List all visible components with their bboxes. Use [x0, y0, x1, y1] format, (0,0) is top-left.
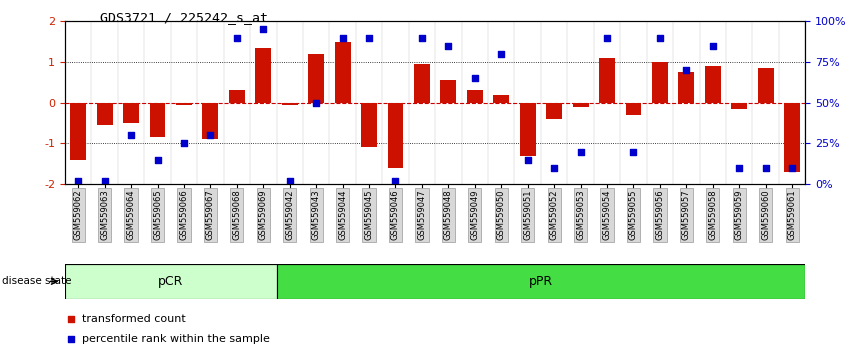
Point [229, 35, 243, 40]
Bar [150, 103, 165, 137]
Bar [414, 64, 430, 103]
Point [177, 141, 191, 146]
Bar [276, 264, 805, 299]
Bar [281, 103, 298, 105]
Bar [176, 103, 192, 105]
Point [653, 35, 667, 40]
Point [309, 100, 323, 105]
Point [336, 35, 350, 40]
Bar [678, 72, 695, 103]
Point [204, 132, 217, 138]
Bar [70, 103, 86, 160]
Bar [572, 103, 589, 107]
Bar [255, 48, 271, 103]
Point [442, 43, 456, 48]
Bar [441, 80, 456, 103]
Point [759, 165, 772, 171]
Bar [467, 91, 482, 103]
Point [124, 132, 138, 138]
Bar [361, 103, 377, 148]
Point [283, 178, 297, 184]
Point [468, 75, 481, 81]
Text: disease state: disease state [2, 276, 71, 286]
Bar [65, 264, 276, 299]
Text: pPR: pPR [529, 275, 553, 288]
Point [494, 51, 508, 57]
Bar [652, 62, 668, 103]
Text: pCR: pCR [158, 275, 184, 288]
Text: GDS3721 / 225242_s_at: GDS3721 / 225242_s_at [100, 11, 268, 24]
Bar [520, 103, 536, 156]
Bar [731, 103, 747, 109]
Point [71, 178, 85, 184]
Point [415, 35, 429, 40]
Point [256, 27, 270, 32]
Bar [334, 42, 351, 103]
Bar [599, 58, 615, 103]
Point [362, 35, 376, 40]
Point [733, 165, 746, 171]
Text: transformed count: transformed count [82, 314, 186, 325]
Bar [705, 66, 721, 103]
Bar [758, 68, 773, 103]
Point [680, 67, 694, 73]
Point [706, 43, 720, 48]
Point [600, 35, 614, 40]
Bar [97, 103, 113, 125]
Bar [388, 103, 404, 168]
Point [785, 165, 799, 171]
Point [627, 149, 641, 154]
Point [98, 178, 112, 184]
Point [389, 178, 403, 184]
Bar [625, 103, 642, 115]
Bar [203, 103, 218, 139]
Point [573, 149, 587, 154]
Point [65, 316, 78, 322]
Bar [229, 91, 245, 103]
Point [520, 157, 534, 162]
Point [151, 157, 165, 162]
Bar [308, 54, 324, 103]
Bar [494, 95, 509, 103]
Point [65, 336, 78, 342]
Point [547, 165, 561, 171]
Bar [785, 103, 800, 172]
Bar [546, 103, 562, 119]
Text: percentile rank within the sample: percentile rank within the sample [82, 334, 270, 344]
Bar [123, 103, 139, 123]
